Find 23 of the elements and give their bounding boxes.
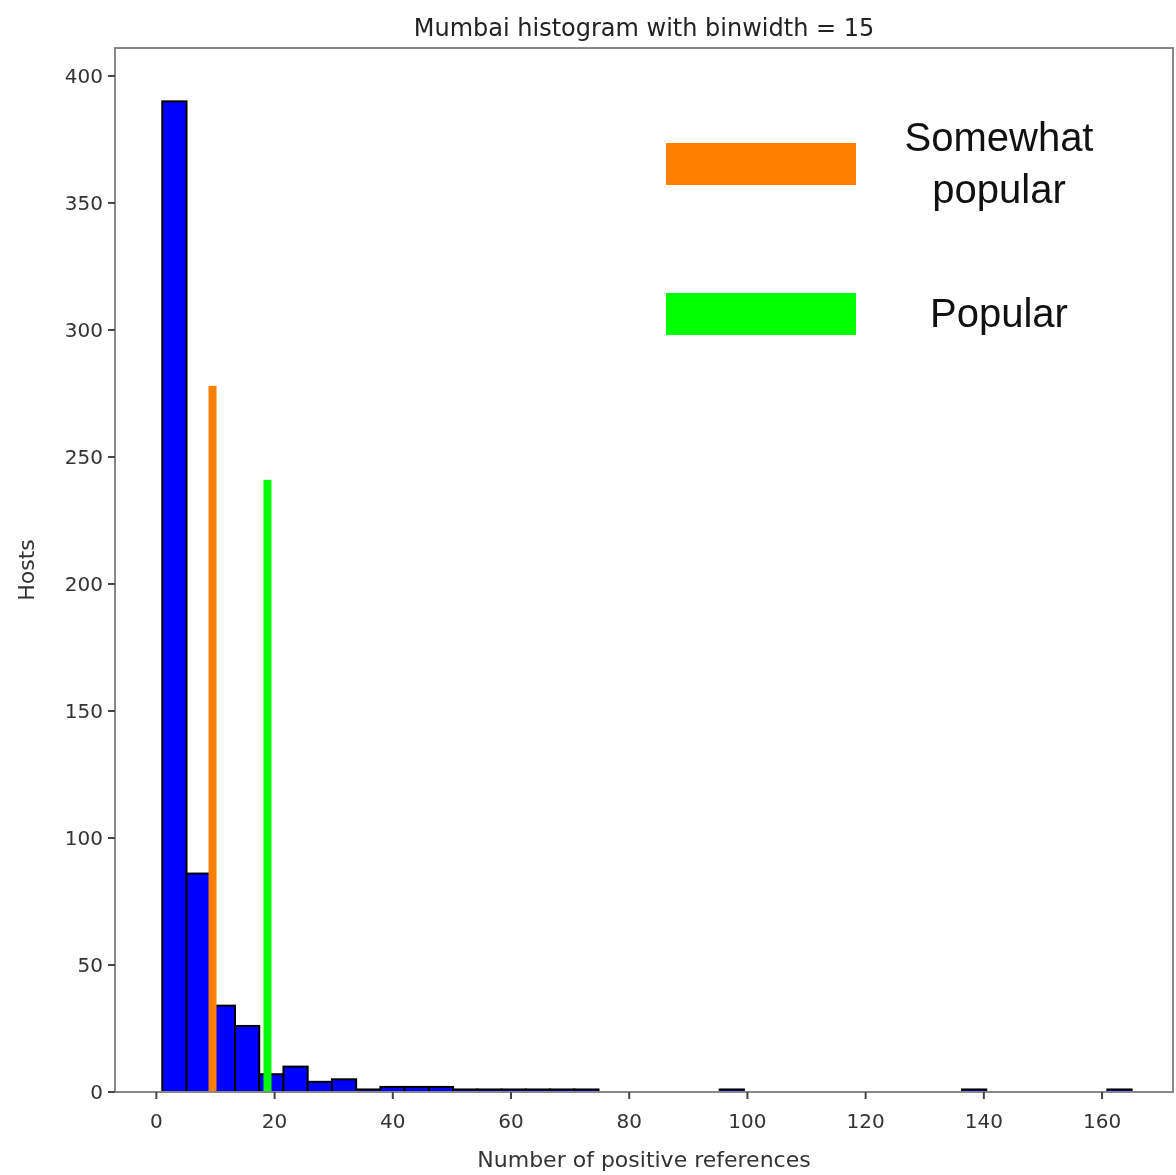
y-tick-label: 350 — [64, 190, 103, 215]
x-tick-label: 20 — [261, 1109, 288, 1133]
x-tick-label: 140 — [964, 1109, 1003, 1133]
y-tick-label: 50 — [77, 952, 103, 977]
x-tick-label: 160 — [1082, 1109, 1122, 1133]
x-tick-label: 0 — [150, 1109, 163, 1133]
y-tick-label: 200 — [64, 571, 103, 596]
x-tick-label: 100 — [728, 1109, 767, 1133]
y-tick-label: 300 — [64, 317, 103, 342]
y-tick-label: 250 — [64, 444, 103, 469]
chart-title: Mumbai histogram with binwidth = 15 — [413, 14, 875, 42]
y-tick-label: 100 — [64, 825, 103, 850]
x-tick-label: 40 — [380, 1109, 406, 1133]
y-tick-label: 150 — [64, 698, 103, 723]
x-axis-title: Number of positive references — [477, 1147, 811, 1172]
y-axis-title: Hosts — [14, 539, 39, 601]
y-tick-label: 0 — [90, 1080, 103, 1104]
x-tick-label: 80 — [616, 1109, 642, 1133]
x-tick-label: 120 — [846, 1109, 885, 1133]
y-tick-label: 400 — [64, 63, 103, 88]
legend-label: Somewhat popular — [904, 115, 1094, 211]
legend-label: Popular — [930, 291, 1068, 335]
x-tick-label: 60 — [498, 1109, 524, 1133]
